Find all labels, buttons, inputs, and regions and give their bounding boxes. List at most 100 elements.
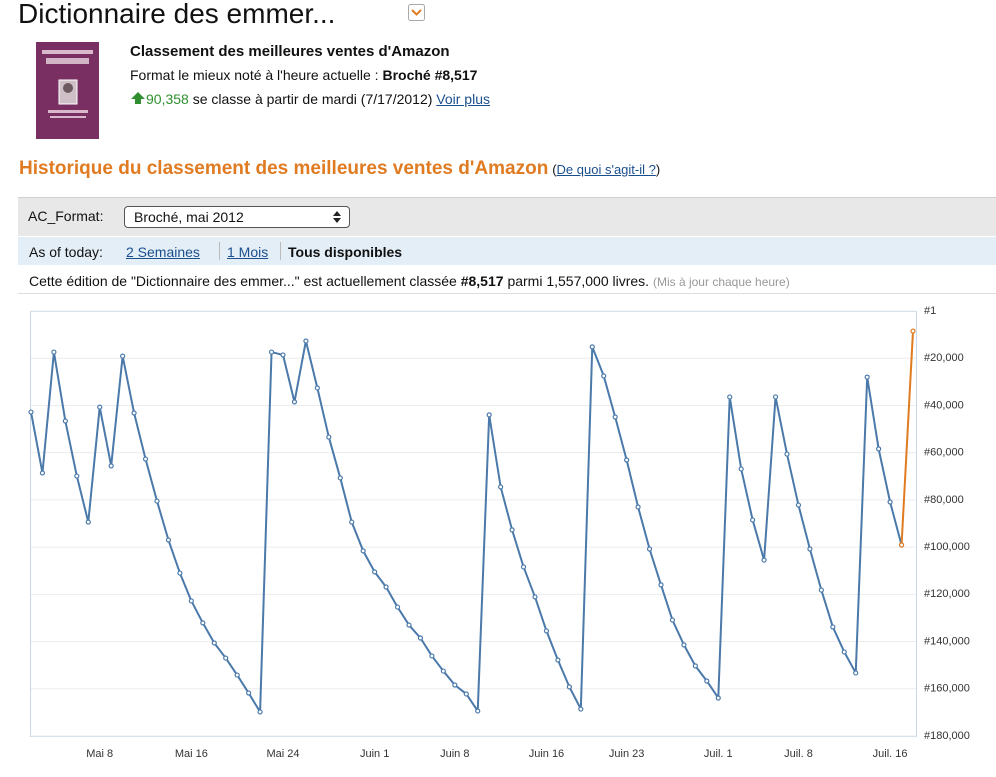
data-point [85,519,91,525]
range-1-month[interactable]: 1 Mois [227,244,269,260]
dropdown-icon[interactable] [408,4,426,22]
data-point [795,502,802,508]
data-point [463,691,469,697]
data-point [268,349,275,355]
data-point [142,456,149,462]
y-tick-label: #120,000 [924,588,970,600]
data-point [131,410,137,416]
data-point [394,604,401,610]
data-point [246,690,252,696]
data-point [372,569,378,575]
x-tick-label: Juil. 8 [784,748,813,760]
x-tick-label: Mai 8 [86,748,113,760]
data-point [165,537,172,543]
x-tick-label: Juil. 16 [873,748,908,760]
data-point [360,548,366,554]
data-point [704,678,710,684]
data-point [108,463,114,469]
data-point [772,394,779,400]
data-point [681,642,687,648]
data-point [532,594,538,600]
chart: #1 #20,000 #40,000 #60,000 #80,000 #100,000 #1… [28,305,970,760]
y-tick-label: #60,000 [924,447,964,459]
history-header: Historique du classement des meilleures … [19,158,660,180]
data-point [120,353,126,359]
format-bar: AC_Format: Broché, mai 2012 [18,197,996,236]
format-select-value: Broché, mai 2012 [134,209,244,225]
data-point [818,587,824,593]
data-point [223,655,229,661]
y-tick-label: #160,000 [924,683,970,695]
format-select[interactable]: Broché, mai 2012 [124,206,350,228]
data-point [578,706,584,712]
summary-heading: Classement des meilleures ventes d'Amazo… [130,43,450,60]
status: Cette édition de "Dictionnaire des emmer… [29,273,790,289]
data-point [188,598,194,604]
data-point [303,338,309,344]
range-2-weeks[interactable]: 2 Semaines [126,244,200,260]
x-tick-label: Juin 8 [440,748,469,760]
range-all[interactable]: Tous disponibles [288,244,403,260]
data-point [555,657,561,663]
data-point [807,546,813,552]
data-point [876,446,882,452]
y-tick-label: #40,000 [924,399,964,411]
data-point [669,617,676,623]
data-point [898,542,905,548]
data-point [543,628,550,634]
data-point [612,414,618,420]
data-point [624,457,630,463]
data-point [62,418,68,424]
y-tick-label: #20,000 [924,352,964,364]
data-point [864,374,870,380]
data-point [51,349,57,355]
data-point [601,373,607,379]
more-link[interactable]: Voir plus [436,91,490,107]
y-tick-label: #180,000 [924,730,970,742]
x-tick-label: Juil. 1 [704,748,733,760]
data-point [520,564,527,570]
y-tick-label: #1 [924,305,936,317]
data-point [486,412,492,418]
data-point [97,404,103,410]
status-after: parmi 1,557,000 livres. [507,273,650,289]
y-tick-label: #80,000 [924,494,964,506]
series-line [900,331,914,546]
x-tick-label: Juin 23 [609,748,644,760]
data-point [509,527,515,533]
data-point [750,517,756,523]
range-bar: As of today: 2 Semaines 1 Mois Tous disp… [18,237,996,265]
data-point [715,695,721,701]
data-point [440,668,446,674]
data-point [337,475,343,481]
data-point [658,582,664,588]
format-label: AC_Format: [28,208,104,224]
data-point [291,399,298,405]
help-open: ( [552,162,557,177]
plot-frame [30,311,917,737]
data-point [646,546,653,552]
x-tick-label: Juin 16 [529,748,564,760]
data-point [417,635,424,641]
data-point [841,649,847,655]
y-tick-label: #100,000 [924,541,970,553]
select-arrows [333,211,341,223]
data-point [383,584,389,590]
data-point [74,473,80,479]
data-point [280,352,286,358]
page-title: Dictionnaire des emmer... [18,0,336,29]
data-point [314,385,320,391]
data-point [635,504,641,510]
help-link[interactable]: De quoi s'agit-il ? [556,162,656,177]
data-point [211,640,217,646]
data-point [498,484,504,490]
data-point [39,470,46,476]
data-point [589,344,595,350]
data-point [177,570,183,576]
format-text: Format le mieux noté à l'heure actuelle … [130,67,379,83]
status-rank: #8,517 [460,273,504,289]
data-point [234,672,240,678]
history-heading: Historique du classement des meilleures … [19,158,549,179]
up-arrow [131,92,145,104]
